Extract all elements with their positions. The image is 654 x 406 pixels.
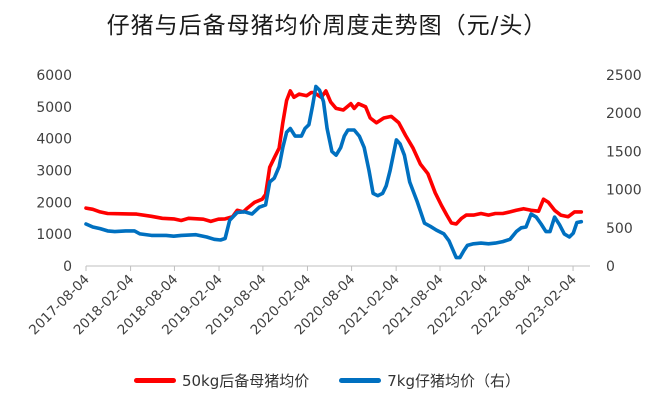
legend-swatch-piglet (339, 378, 382, 383)
series-layer (84, 84, 584, 260)
right-y-tick-label: 500 (606, 221, 633, 237)
left-y-tick-label: 3000 (36, 164, 72, 180)
right-y-tick-label: 2000 (606, 106, 642, 122)
legend-label-piglet: 7kg仔猪均价（右） (387, 372, 521, 390)
series-line-piglet (84, 84, 584, 260)
right-y-tick-label: 1000 (606, 183, 642, 199)
legend-item-sow: 50kg后备母猪均价 (133, 370, 310, 391)
left-y-tick-label: 4000 (36, 132, 72, 148)
right-y-tick-label: 1500 (606, 144, 642, 160)
chart-title: 仔猪与后备母猪均价周度走势图（元/头） (106, 13, 548, 39)
left-y-axis: 0 1000 2000 3000 4000 5000 6000 (36, 68, 72, 275)
legend: 50kg后备母猪均价 7kg仔猪均价（右） (0, 370, 654, 391)
left-y-tick-label: 6000 (36, 68, 72, 84)
left-y-tick-label: 5000 (36, 100, 72, 116)
right-y-tick-label: 2500 (606, 68, 642, 84)
right-y-axis: 0 500 1000 1500 2000 2500 (606, 68, 642, 275)
legend-swatch-sow (133, 378, 176, 383)
right-y-tick-label: 0 (606, 259, 615, 275)
left-y-tick-label: 1000 (36, 227, 72, 243)
left-y-tick-label: 2000 (36, 195, 72, 211)
legend-item-piglet: 7kg仔猪均价（右） (339, 370, 520, 391)
x-axis: 2017-08-042018-02-042018-08-042019-02-04… (26, 265, 590, 338)
legend-label-sow: 50kg后备母猪均价 (181, 372, 310, 390)
series-line-sow (84, 89, 584, 226)
left-y-tick-label: 0 (63, 259, 72, 275)
